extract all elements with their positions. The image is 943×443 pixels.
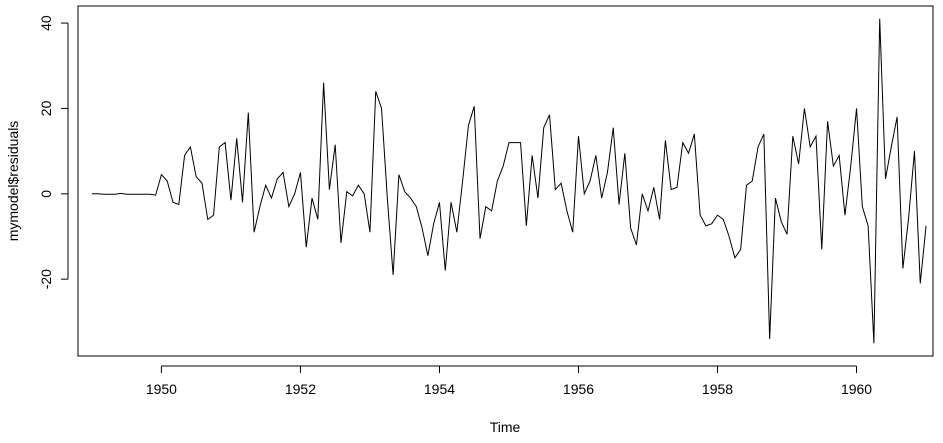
x-tick-label: 1958: [702, 381, 733, 397]
y-axis: -20 0 20 40: [38, 15, 69, 289]
plot-frame: [77, 5, 934, 357]
residuals-series-line: [91, 18, 927, 344]
y-tick-label: 40: [38, 15, 54, 31]
x-tick-label: 1956: [563, 381, 594, 397]
y-tick-label: 0: [38, 190, 54, 198]
y-tick-label: 20: [38, 100, 54, 116]
y-axis-title: mymodel$residuals: [5, 121, 21, 242]
x-tick-label: 1952: [285, 381, 316, 397]
x-tick-label: 1950: [146, 381, 177, 397]
y-tick-label: -20: [38, 269, 54, 289]
x-axis-title: Time: [490, 419, 521, 435]
x-tick-label: 1960: [841, 381, 872, 397]
x-axis: 1950 1952 1954 1956 1958 1960: [146, 365, 872, 397]
x-tick-label: 1954: [424, 381, 455, 397]
